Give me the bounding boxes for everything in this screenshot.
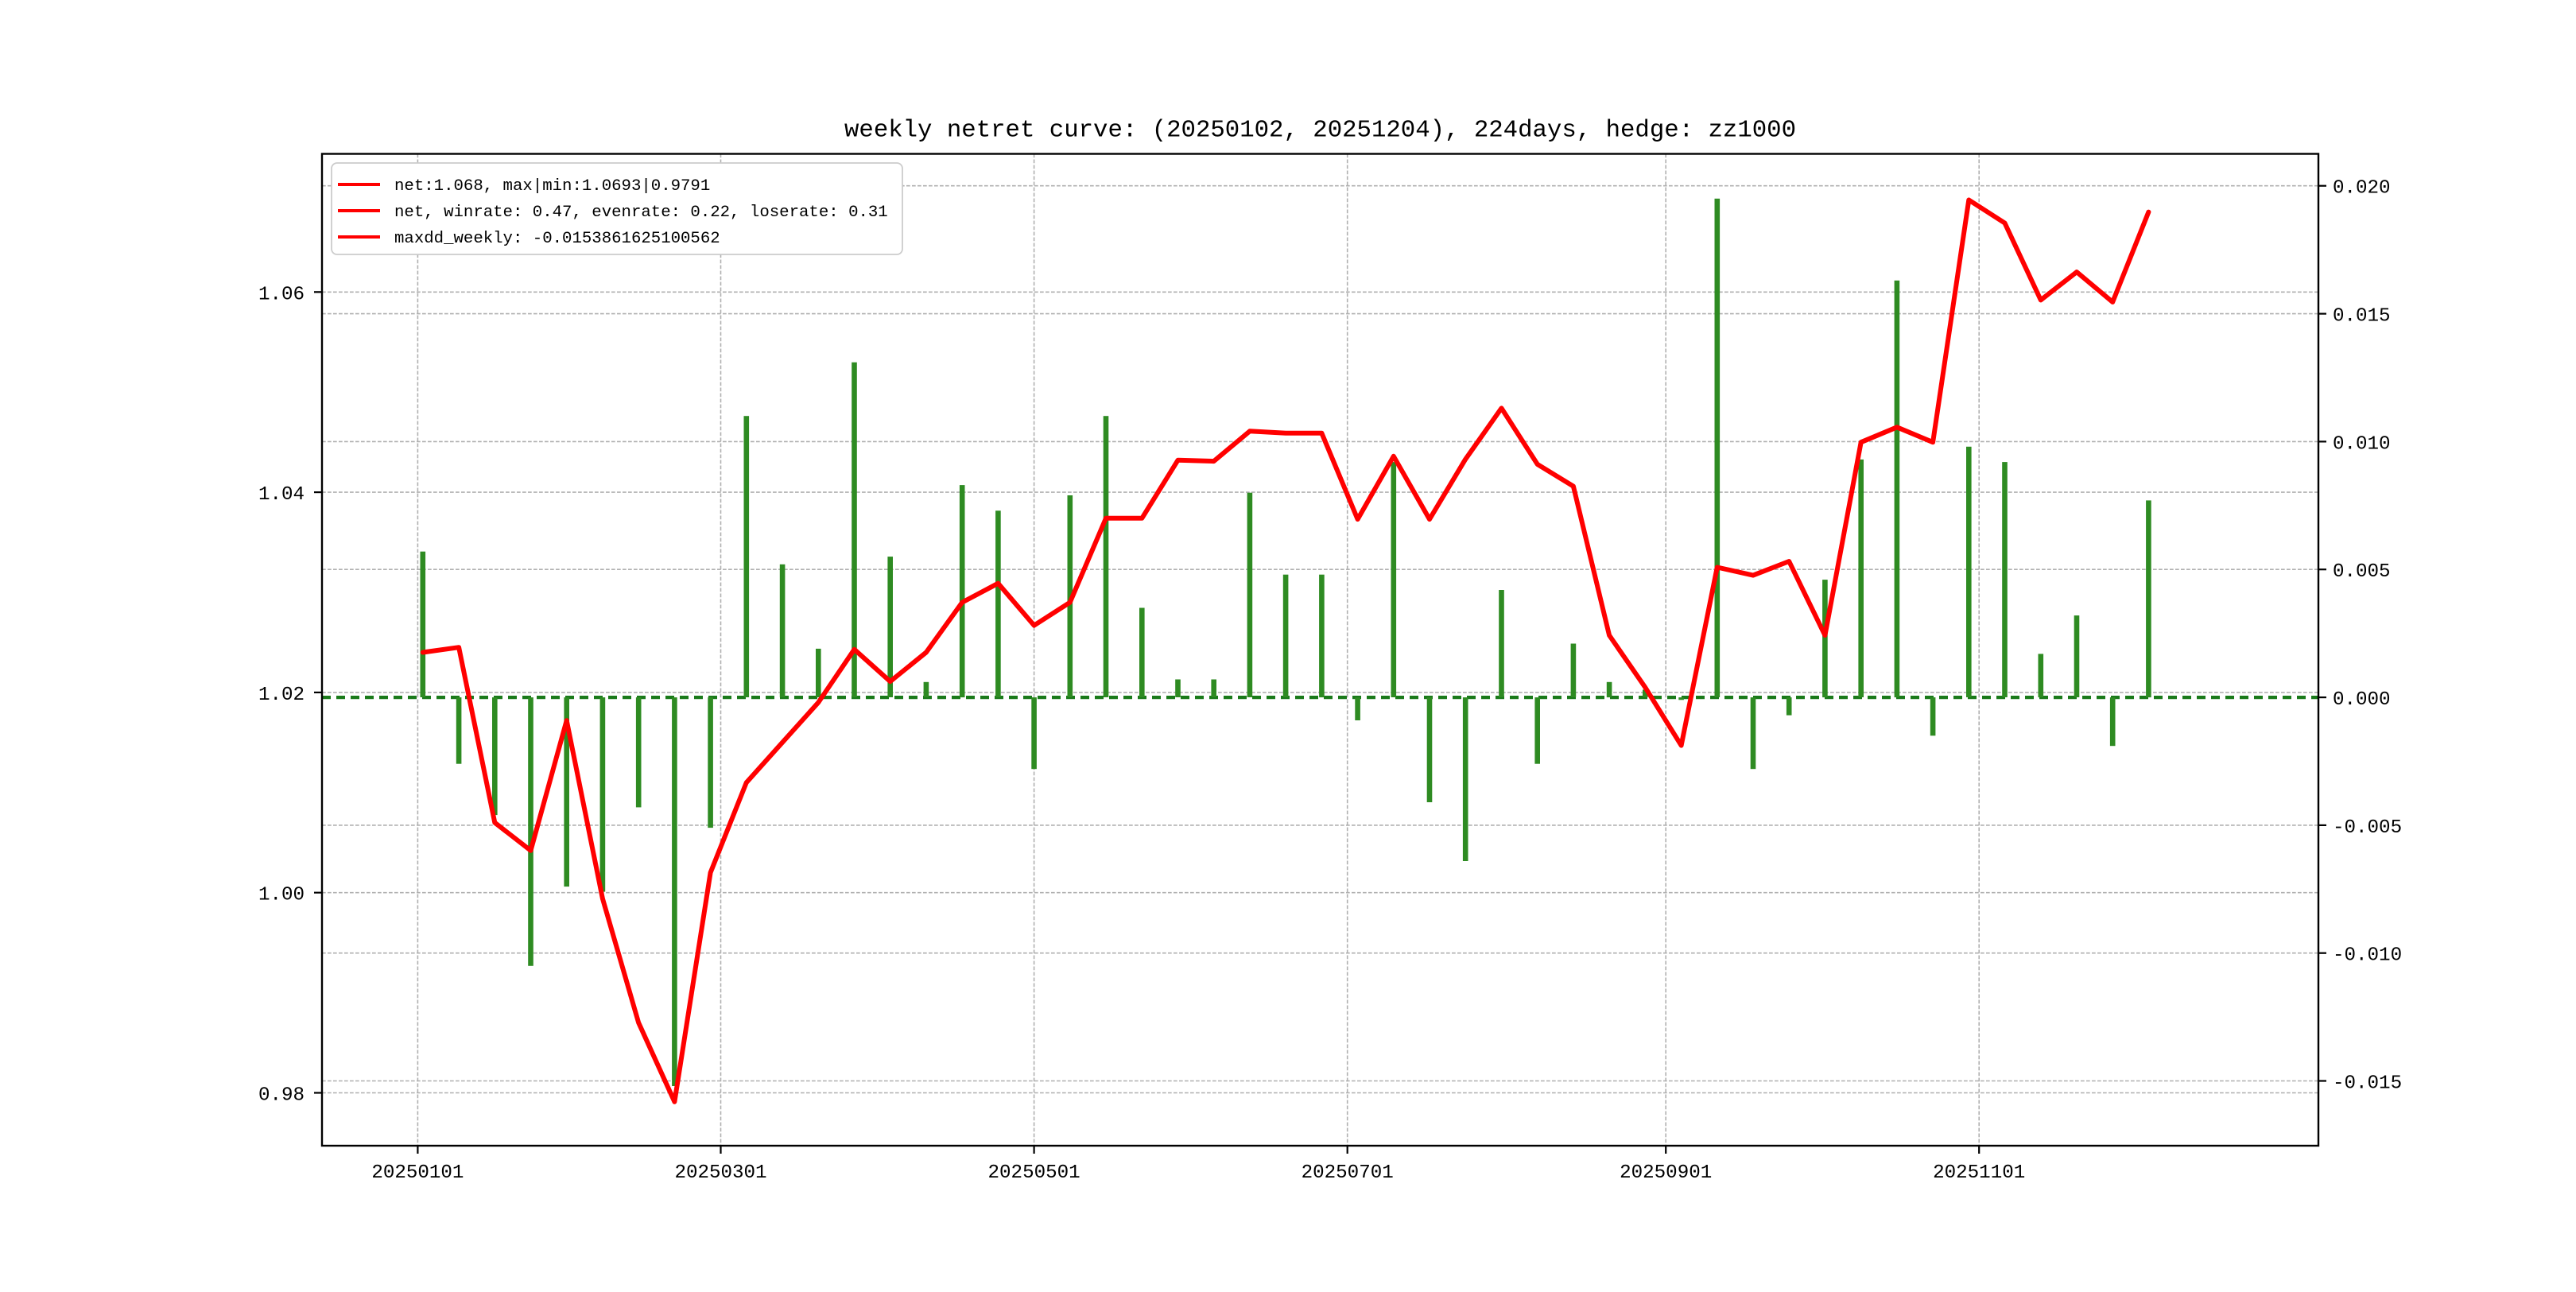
svg-text:0.015: 0.015 [2333,306,2391,328]
svg-text:maxdd_weekly: -0.0153861625100: maxdd_weekly: -0.0153861625100562 [394,230,720,248]
svg-text:0.005: 0.005 [2333,561,2391,583]
svg-text:20251101: 20251101 [1933,1162,2025,1184]
svg-text:20250701: 20250701 [1302,1162,1394,1184]
svg-text:20250301: 20250301 [674,1162,766,1184]
svg-text:20250501: 20250501 [988,1162,1080,1184]
svg-text:20250101: 20250101 [371,1162,464,1184]
svg-text:20250901: 20250901 [1620,1162,1712,1184]
svg-text:0.000: 0.000 [2333,689,2391,711]
svg-text:-0.015: -0.015 [2333,1073,2402,1095]
svg-text:0.010: 0.010 [2333,433,2391,455]
svg-text:net:1.068, max|min:1.0693|0.97: net:1.068, max|min:1.0693|0.9791 [394,177,710,196]
svg-text:1.04: 1.04 [258,484,305,506]
svg-text:weekly netret curve: (20250102: weekly netret curve: (20250102, 20251204… [844,117,1796,145]
svg-text:-0.005: -0.005 [2333,817,2402,839]
svg-text:-0.010: -0.010 [2333,945,2402,967]
svg-text:net, winrate: 0.47, evenrate:: net, winrate: 0.47, evenrate: 0.22, lose… [394,204,888,222]
svg-text:1.06: 1.06 [258,284,305,305]
svg-text:1.02: 1.02 [258,685,305,706]
svg-text:0.020: 0.020 [2333,178,2391,200]
svg-text:0.98: 0.98 [258,1085,305,1107]
svg-text:1.00: 1.00 [258,885,305,906]
